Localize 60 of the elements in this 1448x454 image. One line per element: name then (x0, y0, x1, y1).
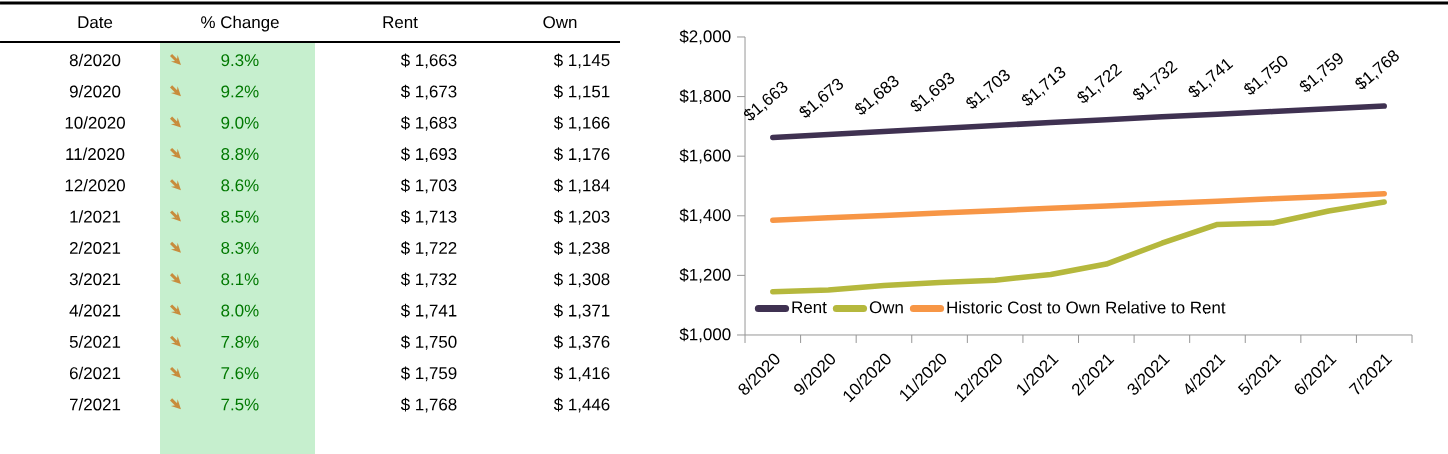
data-label: $ 1,151 (553, 84, 610, 100)
data-label: $ 1,713 (400, 209, 457, 225)
legend-label: Rent (792, 301, 827, 314)
data-label: $ 1,722 (400, 241, 457, 256)
data-label: $ 1,750 (400, 335, 457, 350)
data-label: 9.3% (221, 54, 259, 67)
data-label: 7.5% (221, 398, 259, 411)
category-label: 11/2020 (66, 147, 125, 161)
data-label: $ 1,308 (553, 272, 610, 288)
data-label: 7.6% (221, 367, 259, 380)
category-label: 12/2020 (65, 178, 125, 192)
y-tick-label: $1,400 (679, 208, 731, 224)
data-label: $ 1,145 (553, 53, 610, 69)
data-label: 8.0% (221, 304, 259, 317)
data-label: $ 1,203 (553, 209, 610, 225)
category-label: 5/2021 (69, 335, 121, 348)
data-label: $ 1,176 (553, 147, 610, 163)
data-label: 8.8% (221, 148, 259, 161)
data-label: $ 1,683 (400, 116, 457, 131)
data-label: 8.6% (221, 179, 259, 192)
data-label: $ 1,166 (553, 116, 610, 131)
data-label: $ 1,371 (553, 303, 610, 319)
category-label: 3/2021 (69, 272, 121, 286)
data-label: $ 1,416 (553, 366, 610, 382)
category-label: 4/2021 (69, 304, 121, 317)
category-label: 9/2020 (69, 85, 121, 98)
data-label: $ 1,741 (400, 303, 457, 319)
data-label: $ 1,693 (400, 147, 457, 163)
data-label: $ 1,759 (400, 366, 457, 382)
y-tick-label: $1,200 (679, 268, 731, 283)
category-label: 8/2020 (69, 53, 121, 67)
data-label: $ 1,703 (400, 178, 457, 194)
data-label: 8.5% (221, 210, 259, 223)
y-tick-label: $1,600 (679, 148, 731, 164)
category-label: 10/2020 (65, 116, 125, 129)
text: Rent (383, 16, 418, 29)
category-label: 7/2021 (69, 398, 121, 411)
data-label: $ 1,184 (553, 178, 610, 194)
data-label: $ 1,446 (553, 397, 610, 413)
data-label: 8.3% (221, 241, 259, 254)
series-label: % Change (201, 15, 279, 32)
y-tick-label: $1,800 (679, 89, 731, 104)
data-label: $ 1,768 (400, 397, 457, 413)
text: Own (543, 16, 577, 29)
data-label: $ 1,673 (400, 84, 457, 100)
y-tick-label: $2,000 (679, 29, 731, 45)
data-label: 9.2% (221, 85, 259, 98)
legend-label: Historic Cost to Own Relative to Rent (947, 301, 1226, 314)
data-label: 7.8% (221, 335, 259, 348)
y-tick-label: $1,000 (679, 327, 731, 343)
data-label: $ 1,663 (400, 53, 457, 69)
category-label: 1/2021 (70, 210, 121, 223)
legend-label: Own (869, 301, 903, 314)
category-label: 2/2021 (69, 241, 121, 254)
data-label: $ 1,732 (400, 272, 457, 288)
data-label: $ 1,376 (553, 335, 610, 350)
data-label: $ 1,238 (553, 241, 610, 256)
text: Date (78, 16, 113, 29)
data-label: 9.0% (221, 116, 259, 129)
data-label: 8.1% (221, 273, 259, 286)
